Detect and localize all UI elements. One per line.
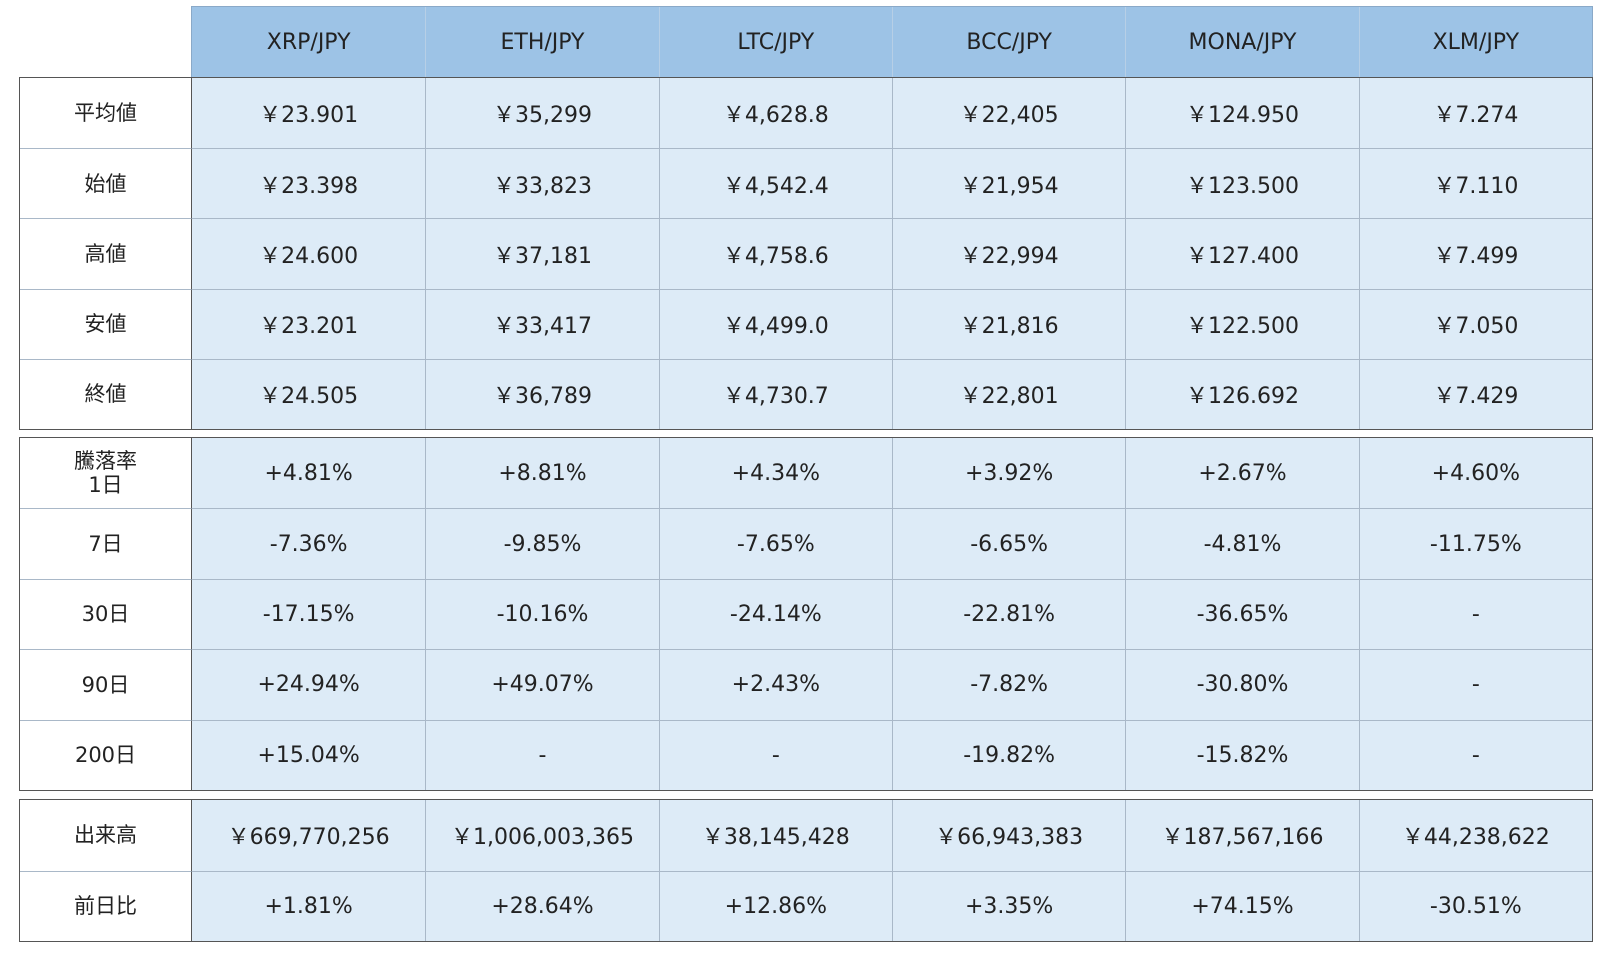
column-header: MONA/JPY <box>1125 7 1358 77</box>
table-cell: ￥187,567,166 <box>1125 800 1359 871</box>
table-cell: ￥35,299 <box>425 78 659 149</box>
table-cell: ￥1,006,003,365 <box>425 800 659 871</box>
table-cell: - <box>658 719 892 790</box>
table-cell: +4.60% <box>1358 438 1592 509</box>
table-cell: +8.81% <box>425 438 659 509</box>
table-cell: ￥4,628.8 <box>658 78 892 149</box>
table-cell: +3.35% <box>891 870 1126 941</box>
table-cell: +4.34% <box>658 438 892 509</box>
table-cell: - <box>1358 649 1592 720</box>
table-cell: ￥23.901 <box>192 78 426 149</box>
table-cell: ￥23.201 <box>192 288 426 359</box>
table-cell: ￥21,816 <box>891 288 1126 359</box>
table-cell: -7.65% <box>658 508 892 579</box>
change-rate-section: 騰落率 1日 +4.81% +8.81% +4.34% +3.92% +2.67% +4.60… <box>19 437 1593 791</box>
table-cell: -19.82% <box>891 719 1126 790</box>
table-cell: +49.07% <box>425 649 659 720</box>
column-header: LTC/JPY <box>658 7 892 77</box>
row-label: 7日 <box>20 508 192 579</box>
row-label: 安値 <box>20 288 192 359</box>
table-cell: ￥33,417 <box>425 288 659 359</box>
table-cell: +2.43% <box>658 649 892 720</box>
table-cell: -7.82% <box>891 649 1126 720</box>
table-cell: ￥24.600 <box>192 218 426 289</box>
table-cell: ￥22,994 <box>891 218 1126 289</box>
table-cell: +1.81% <box>192 870 426 941</box>
table-cell: -30.51% <box>1358 870 1592 941</box>
table-cell: ￥33,823 <box>425 148 659 219</box>
price-section: 平均値 ￥23.901 ￥35,299 ￥4,628.8 ￥22,405 ￥124.950… <box>19 77 1593 430</box>
table-cell: -7.36% <box>192 508 426 579</box>
table-cell: ￥123.500 <box>1125 148 1359 219</box>
table-cell: ￥4,730.7 <box>658 358 892 429</box>
table-cell: -22.81% <box>891 578 1126 650</box>
table-cell: +3.92% <box>891 438 1126 509</box>
table-cell: ￥127.400 <box>1125 218 1359 289</box>
table-cell: -15.82% <box>1125 719 1359 790</box>
table-cell: ￥21,954 <box>891 148 1126 219</box>
table-cell: +4.81% <box>192 438 426 509</box>
table-cell: ￥7.429 <box>1358 358 1592 429</box>
table-cell: ￥4,499.0 <box>658 288 892 359</box>
table-cell: -24.14% <box>658 578 892 650</box>
table-cell: -11.75% <box>1358 508 1592 579</box>
table-cell: -6.65% <box>891 508 1126 579</box>
table-cell: ￥66,943,383 <box>891 800 1126 871</box>
table-cell: ￥7.110 <box>1358 148 1592 219</box>
row-label: 騰落率 1日 <box>20 438 192 509</box>
volume-section: 出来高 ￥669,770,256 ￥1,006,003,365 ￥38,145,428… <box>19 799 1593 942</box>
table-cell: -10.16% <box>425 578 659 650</box>
table-cell: - <box>425 719 659 790</box>
table-cell: ￥24.505 <box>192 358 426 429</box>
row-label: 高値 <box>20 218 192 289</box>
table-cell: ￥7.274 <box>1358 78 1592 149</box>
column-header: BCC/JPY <box>891 7 1125 77</box>
table-cell: ￥4,758.6 <box>658 218 892 289</box>
table-cell: ￥22,801 <box>891 358 1126 429</box>
table-cell: +74.15% <box>1125 870 1359 941</box>
table-cell: ￥22,405 <box>891 78 1126 149</box>
table-cell: ￥38,145,428 <box>658 800 892 871</box>
table-cell: ￥126.692 <box>1125 358 1359 429</box>
column-header: ETH/JPY <box>425 7 658 77</box>
row-label: 200日 <box>20 719 192 790</box>
table-cell: +12.86% <box>658 870 892 941</box>
row-label: 平均値 <box>20 78 192 149</box>
table-cell: ￥124.950 <box>1125 78 1359 149</box>
table-cell: -30.80% <box>1125 649 1359 720</box>
table-cell: ￥36,789 <box>425 358 659 429</box>
table-cell: ￥7.050 <box>1358 288 1592 359</box>
table-cell: ￥23.398 <box>192 148 426 219</box>
table-cell: -9.85% <box>425 508 659 579</box>
table-cell: ￥37,181 <box>425 218 659 289</box>
table-cell: +28.64% <box>425 870 659 941</box>
row-label: 始値 <box>20 148 192 219</box>
table-cell: -36.65% <box>1125 578 1359 650</box>
table-cell: - <box>1358 719 1592 790</box>
table-cell: - <box>1358 578 1592 650</box>
row-label: 30日 <box>20 578 192 650</box>
table-cell: ￥7.499 <box>1358 218 1592 289</box>
table-cell: +2.67% <box>1125 438 1359 509</box>
table-cell: +15.04% <box>192 719 426 790</box>
table-cell: ￥669,770,256 <box>192 800 426 871</box>
row-label: 終値 <box>20 358 192 429</box>
table-cell: ￥44,238,622 <box>1358 800 1592 871</box>
row-label: 前日比 <box>20 870 192 941</box>
row-label: 90日 <box>20 649 192 720</box>
table-cell: ￥122.500 <box>1125 288 1359 359</box>
table-cell: -4.81% <box>1125 508 1359 579</box>
table-cell: -17.15% <box>192 578 426 650</box>
table-cell: +24.94% <box>192 649 426 720</box>
column-header: XLM/JPY <box>1358 7 1592 77</box>
column-header: XRP/JPY <box>266 29 351 55</box>
table-cell: ￥4,542.4 <box>658 148 892 219</box>
column-header-row: XRP/JPY ETH/JPY LTC/JPY BCC/JPY MONA/JPY… <box>191 6 1593 78</box>
row-label: 出来高 <box>20 800 192 871</box>
